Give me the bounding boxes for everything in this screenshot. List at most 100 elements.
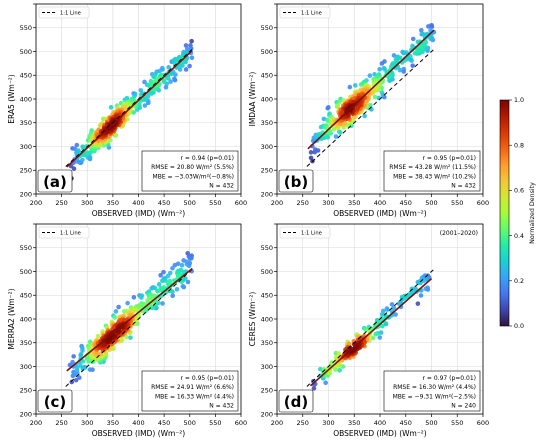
x-tick-label: 250 [297,419,309,427]
x-tick-label: 450 [158,199,170,207]
x-tick-label: 500 [425,419,437,427]
x-tick-label: 350 [348,199,360,207]
scatter-point [172,76,177,81]
x-tick-label: 450 [400,419,412,427]
scatter-point [113,309,119,314]
y-tick-label: 500 [261,268,273,276]
scatter-point [418,27,424,33]
x-tick-label: 500 [184,419,196,427]
stats-box [141,150,239,192]
scatter-point [112,315,118,320]
scatter-point [377,67,382,72]
scatter-point [333,367,338,373]
regression-line [307,29,435,150]
scatter-point [347,84,353,90]
scatter-point [78,363,83,368]
y-tick-label: 300 [261,363,273,371]
y-tick-label: 200 [261,410,273,418]
colorbar-tick-label: 0.0 [514,323,524,330]
stats-line: N = 432 [451,183,476,190]
scatter-point [142,103,148,108]
x-tick-label: 300 [322,419,334,427]
colorbar-tick-label: 0.2 [514,278,524,285]
scatter-point [123,334,129,340]
colorbar-tick-label: 0.4 [514,233,524,240]
scatter-point [138,88,144,93]
scatter-point [185,279,191,285]
y-axis-label: CERES (Wm⁻²) [248,292,257,347]
x-tick-label: 350 [107,199,119,207]
y-axis-label: MERRA2 (Wm⁻²) [7,288,16,349]
scatter-point [161,78,167,84]
scatter-point [423,286,429,292]
legend-label: 1:1 Line [60,231,81,237]
scatter-point [177,67,183,72]
scatter-point [74,142,80,148]
scatter-point [187,63,192,69]
x-tick-label: 450 [400,199,412,207]
y-tick-label: 400 [20,315,32,323]
x-axis-label: OBSERVED (IMD) (Wm⁻²) [333,209,427,218]
panel-letter: (b) [284,173,308,191]
scatter-point [367,73,373,78]
panel-letter: (a) [43,173,67,191]
scatter-point [415,301,421,306]
scatter-point [429,24,435,30]
y-tick-label: 250 [261,387,273,395]
stats-line: RMSE = 16.30 W/m² (4.4%) [393,384,476,391]
scatter-point [380,323,385,329]
stats-box [383,150,481,192]
stats-line: N = 240 [451,403,476,410]
x-tick-label: 550 [209,419,221,427]
colorbar-tick-label: 1.0 [514,97,524,104]
scatter-point [358,82,364,87]
x-tick-label: 600 [477,199,489,207]
scatter-point [108,105,114,110]
scatter-point [183,43,189,48]
scatter-point [82,364,87,370]
stats-line: N = 432 [209,183,234,190]
scatter-point [157,68,163,74]
y-tick-label: 450 [20,292,32,300]
scatter-point [373,331,378,337]
stats-line: RMSE = 20.80 W/m² (5.5%) [151,164,234,171]
scatter-points [67,250,194,385]
regression-line [309,278,433,387]
scatter-point [311,386,317,391]
y-axis-label: IMDAA (Wm⁻²) [248,72,257,127]
regression-line [66,267,193,372]
scatter-point [156,282,162,287]
panel-c: 200 250 300 350 400 450 500 550 600 200 250 300 350 4… [7,223,247,438]
colorbar-tick-label: 0.8 [514,142,524,149]
y-tick-label: 300 [20,143,32,151]
scatter-point [391,53,397,58]
one-to-one-line [306,48,435,167]
scatter-point [426,24,431,29]
y-tick-label: 550 [261,24,273,32]
y-tick-label: 450 [261,72,273,80]
stats-line: RMSE = 43.28 W/m² (11.5%) [389,164,476,171]
x-tick-label: 600 [477,419,489,427]
scatter-point [323,380,328,386]
legend-box [38,6,90,19]
one-to-one-line [306,268,435,387]
scatter-point [155,288,161,294]
panel-letter-box [37,169,73,193]
scatter-point [128,335,133,340]
scatter-point [336,351,341,356]
legend-label: 1:1 Line [301,11,322,17]
scatter-point [125,300,130,306]
panel-letter: (c) [44,393,67,411]
x-axis-label: OBSERVED (IMD) (Wm⁻²) [92,429,186,438]
legend-box [279,226,331,239]
scatter-point [80,157,85,163]
scatter-point [161,285,167,290]
x-tick-label: 200 [271,419,283,427]
stats-line: RMSE = 24.91 W/m² (6.6%) [151,384,234,391]
y-tick-label: 350 [261,119,273,127]
x-tick-label: 400 [374,419,386,427]
scatter-point [78,351,84,357]
x-tick-label: 350 [348,419,360,427]
scatter-point [189,38,194,44]
